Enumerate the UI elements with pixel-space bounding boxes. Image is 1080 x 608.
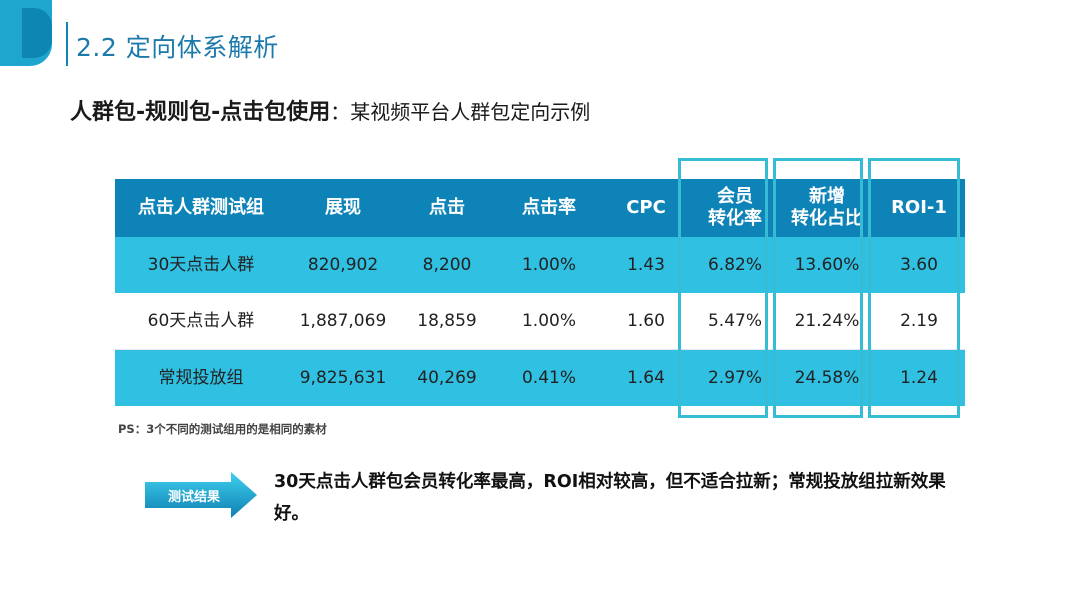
header-cell: 点击率 — [522, 197, 576, 219]
section-title: 2.2 定向体系解析 — [76, 33, 279, 62]
table-cell: 24.58% — [794, 367, 860, 388]
highlight-box-conversion — [678, 158, 768, 418]
header-cell: 展现 — [325, 197, 361, 219]
table-cell: 5.47% — [707, 310, 762, 331]
table-cell: 常规投放组 — [158, 367, 244, 388]
arrow-icon — [145, 472, 257, 518]
table-cell: 13.60% — [794, 254, 860, 275]
table-cell: 1.00% — [521, 254, 576, 275]
table-cell: 2.19 — [900, 310, 938, 331]
table-header-row: 点击人群测试组 展现 点击 点击率 CPC 会员 转化率 新增 转化占比 ROI… — [115, 179, 965, 237]
title-divider — [66, 22, 68, 66]
table-cell: 60天点击人群 — [147, 310, 255, 331]
table-cell: 40,269 — [417, 367, 477, 388]
table-cell: 18,859 — [417, 310, 477, 331]
header-cell: 会员 转化率 — [708, 186, 762, 229]
table-cell: 2.97% — [707, 367, 762, 388]
results-table: 点击人群测试组 展现 点击 点击率 CPC 会员 转化率 新增 转化占比 ROI… — [115, 179, 965, 406]
table-cell: 3.60 — [900, 254, 938, 275]
header-cell: CPC — [626, 197, 666, 219]
table-cell: 1,887,069 — [299, 310, 387, 331]
ps-note: PS：3个不同的测试组用的是相同的素材 — [118, 422, 327, 436]
subtitle-rest: ：某视频平台人群包定向示例 — [330, 100, 591, 124]
table-cell: 0.41% — [521, 367, 576, 388]
header-cell: 新增 转化占比 — [791, 186, 863, 229]
highlight-box-roi — [868, 158, 960, 418]
subtitle: 人群包-规则包-点击包使用：某视频平台人群包定向示例 — [70, 94, 590, 126]
table-cell: 1.43 — [627, 254, 665, 275]
result-label: 测试结果 — [167, 490, 220, 505]
table-cell: 1.64 — [627, 367, 665, 388]
table-row: 30天点击人群 820,902 8,200 1.00% 1.43 6.82% 1… — [115, 237, 965, 293]
table-row: 60天点击人群 1,887,069 18,859 1.00% 1.60 5.47… — [115, 293, 965, 350]
highlight-box-new-share — [773, 158, 863, 418]
table-cell: 1.24 — [900, 367, 938, 388]
header-cell: 点击 — [429, 197, 465, 219]
header-cell: 点击人群测试组 — [138, 197, 264, 219]
header-cell: ROI-1 — [891, 197, 947, 219]
table-cell: 6.82% — [707, 254, 762, 275]
table-cell: 8,200 — [422, 254, 472, 275]
table-cell: 1.60 — [627, 310, 665, 331]
subtitle-bold: 人群包-规则包-点击包使用 — [70, 100, 331, 125]
result-text: 30天点击人群包会员转化率最高，ROI相对较高，但不适合拉新；常规投放组拉新效果… — [274, 472, 946, 524]
table-cell: 1.00% — [521, 310, 576, 331]
corner-decoration-inner — [22, 8, 52, 58]
table-cell: 820,902 — [307, 254, 379, 275]
table-cell: 30天点击人群 — [147, 254, 255, 275]
corner-decoration — [0, 0, 52, 66]
table-row: 常规投放组 9,825,631 40,269 0.41% 1.64 2.97% … — [115, 350, 965, 406]
table-cell: 9,825,631 — [299, 367, 387, 388]
table-cell: 21.24% — [794, 310, 860, 331]
